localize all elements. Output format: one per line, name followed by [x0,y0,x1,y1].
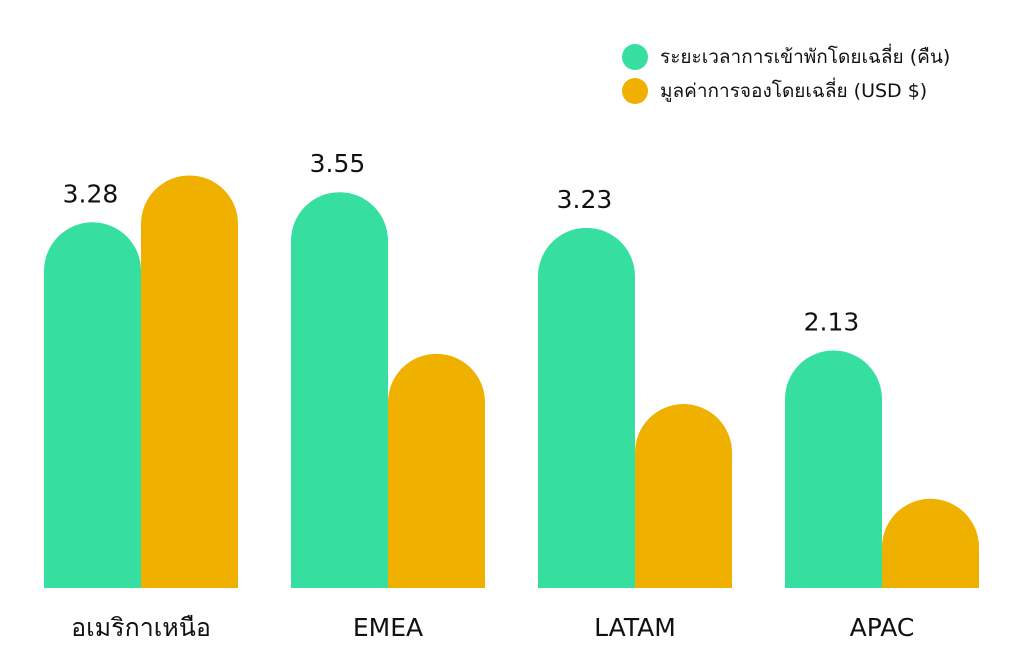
bar-stay-length-1 [291,192,388,588]
bar-booking-value-2 [635,404,732,588]
legend-swatch-stay-length [622,44,648,70]
legend-label-booking-value: มูลค่าการจองโดยเฉลี่ย (USD $) [660,80,928,102]
data-label-1: 3.55 [310,149,366,178]
category-label-2: LATAM [594,613,676,642]
bar-booking-value-1 [388,353,485,588]
category-label-3: APAC [850,613,915,642]
data-label-2: 3.23 [557,185,613,214]
bar-stay-length-3 [785,350,882,588]
legend-item-booking-value: มูลค่าการจองโดยเฉลี่ย (USD $) [622,74,950,108]
data-label-0: 3.28 [63,179,119,208]
legend-swatch-booking-value [622,78,648,104]
bar-booking-value-0 [141,175,238,588]
category-label-0: อเมริกาเหนือ [71,613,211,642]
bar-booking-value-3 [882,498,979,588]
bar-stay-length-2 [538,227,635,588]
bar-stay-length-0 [44,222,141,588]
data-label-3: 2.13 [804,308,860,337]
category-label-1: EMEA [353,613,423,642]
legend: ระยะเวลาการเข้าพักโดยเฉลี่ย (คืน) มูลค่า… [622,40,950,108]
legend-label-stay-length: ระยะเวลาการเข้าพักโดยเฉลี่ย (คืน) [660,46,951,68]
legend-item-stay-length: ระยะเวลาการเข้าพักโดยเฉลี่ย (คืน) [622,40,950,74]
